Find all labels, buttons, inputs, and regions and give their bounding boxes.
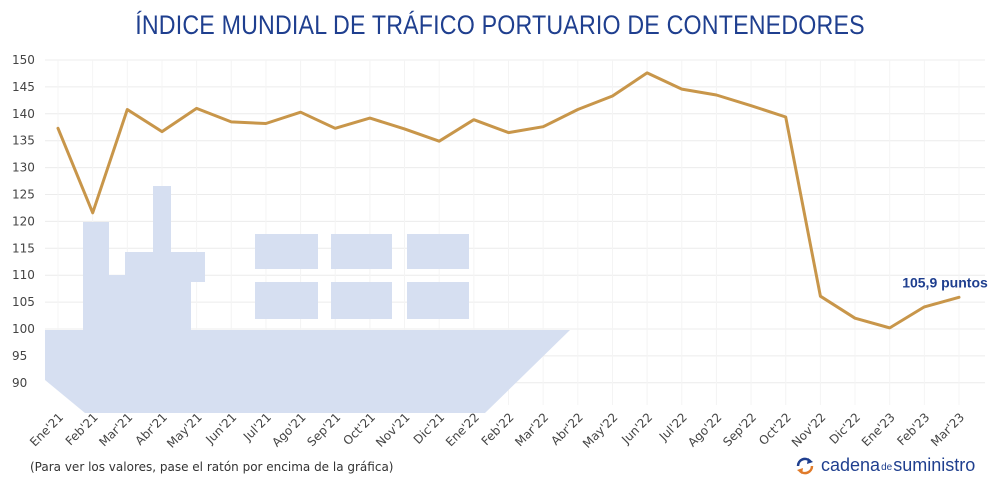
x-tick-label: Ene'21 [27,410,66,449]
x-tick-label: Sep'22 [720,410,759,449]
y-tick-label: 150 [12,53,35,67]
x-tick-label: May'22 [580,410,621,451]
arrows-cycle-icon [796,457,814,474]
data-point[interactable]: Ago'22: 143.5 [712,91,720,99]
y-tick-label: 110 [12,268,35,282]
data-point[interactable]: Dic'22: 102 [851,314,859,322]
data-point[interactable]: Oct'21: 139.2 [366,114,374,122]
x-tick-label: Sep'21 [304,410,343,449]
data-point[interactable]: Ene'23: 100.2 [886,324,894,332]
data-point[interactable]: Feb'22: 136.5 [505,129,513,137]
x-tick-label: Feb'21 [63,410,101,448]
y-tick-label: 145 [12,80,35,94]
x-tick-label: Ago'22 [685,410,724,449]
x-tick-label: Mar'21 [96,410,135,449]
data-point[interactable]: Sep'21: 137.3 [331,124,339,132]
x-tick-label: Ago'21 [269,410,308,449]
chart-title: ÍNDICE MUNDIAL DE TRÁFICO PORTUARIO DE C… [135,10,865,40]
x-tick-label: Mar'23 [928,410,967,449]
footnote: (Para ver los valores, pase el ratón por… [30,460,394,474]
data-point[interactable]: Dic'21: 134.9 [435,137,443,145]
x-tick-label: Feb'22 [479,410,517,448]
x-tick-label: Feb'23 [894,410,932,448]
data-point[interactable]: Oct'22: 139.4 [782,113,790,121]
data-point[interactable]: Feb'23: 104.1 [920,303,928,311]
data-point[interactable]: Nov'22: 106.1 [816,292,824,300]
y-tick-label: 140 [12,107,35,121]
data-point[interactable]: Feb'21: 121.6 [89,209,97,217]
y-axis-ticks: 90 95 100 105 110 115 120 125 130 135 140 145 150 [12,53,35,390]
x-tick-label: Mar'22 [512,410,551,449]
data-point[interactable]: Mar'23: 105.9 [955,293,963,301]
y-tick-label: 125 [12,188,35,202]
data-point[interactable]: May'21: 141 [193,104,201,112]
x-tick-label: Oct'21 [340,410,378,448]
x-tick-label: Dic'21 [411,410,448,447]
data-point[interactable]: Jun'21: 138.5 [227,118,235,126]
x-tick-label: Nov'21 [373,410,413,450]
y-tick-label: 105 [12,295,35,309]
y-tick-label: 135 [12,134,35,148]
data-point[interactable]: Mar'21: 140.8 [123,105,131,113]
data-point[interactable]: Jul'22: 144.6 [678,85,686,93]
x-tick-label: May'21 [164,410,205,451]
brand-text-2: de [881,462,893,473]
x-tick-label: Nov'22 [789,410,829,450]
brand-text-1: cadena [821,455,881,475]
brand-text-3: suministro [893,455,976,475]
y-tick-label: 95 [12,349,27,363]
ship-watermark-icon [45,186,570,413]
end-value-label: 105,9 puntos [902,274,988,290]
data-point[interactable]: Mar'22: 137.6 [539,123,547,131]
x-tick-label: Dic'22 [827,410,864,447]
data-point[interactable]: May'22: 143.3 [608,92,616,100]
data-point[interactable]: Ene'22: 138.9 [470,116,478,124]
data-point[interactable]: Jun'22: 147.6 [643,69,651,77]
x-tick-label: Jun'22 [618,410,655,447]
data-point[interactable]: Sep'22: 141.5 [747,102,755,110]
x-tick-label: Ene'23 [859,410,898,449]
y-tick-label: 90 [12,376,27,390]
x-tick-label: Jun'21 [202,410,239,447]
x-tick-label: Ene'22 [443,410,482,449]
data-point[interactable]: Ago'21: 140.3 [297,108,305,116]
brand-logo: cadena de suministro [795,455,975,476]
data-point[interactable]: Nov'21: 137.2 [401,125,409,133]
data-point[interactable]: Ene'21: 137.3 [54,124,62,132]
data-point[interactable]: Abr'22: 140.8 [574,105,582,113]
series-line[interactable] [56,71,961,330]
y-tick-label: 100 [12,322,35,336]
x-tick-label: Oct'22 [756,410,794,448]
y-tick-label: 115 [12,241,35,255]
data-point[interactable]: Abr'21: 136.7 [158,128,166,136]
y-tick-label: 120 [12,214,35,228]
y-tick-label: 130 [12,161,35,175]
data-point[interactable]: Jul'21: 138.2 [262,119,270,127]
